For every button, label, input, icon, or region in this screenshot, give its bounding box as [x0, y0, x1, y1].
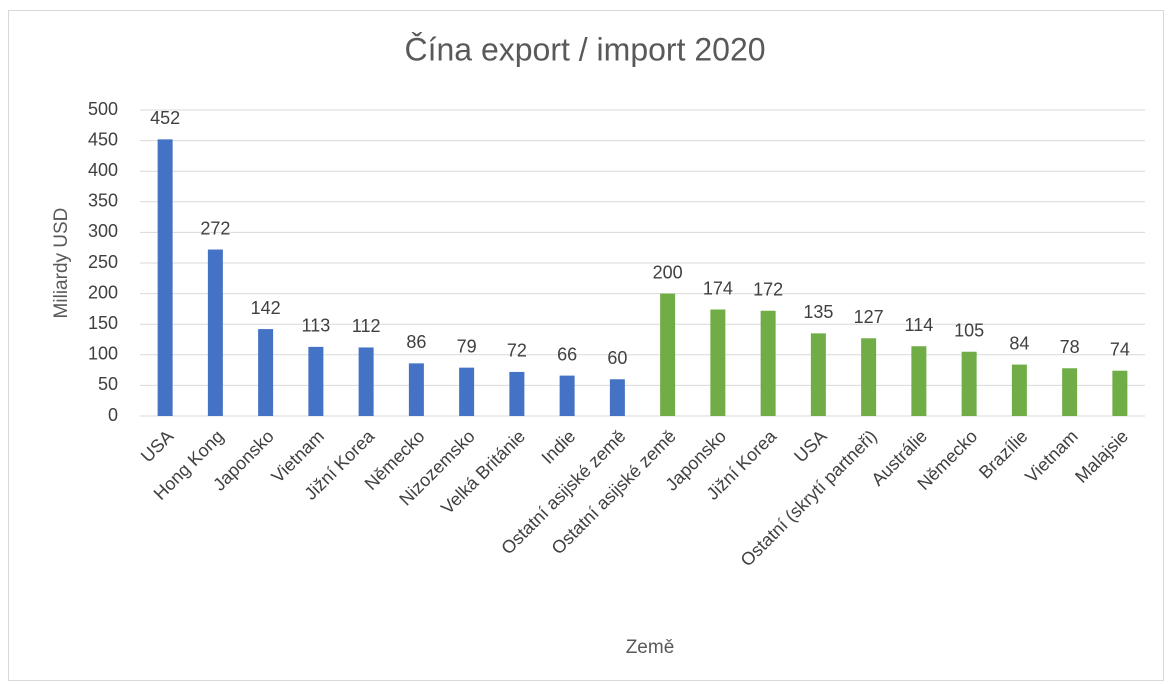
bar: [559, 375, 575, 416]
bar: [1011, 364, 1027, 416]
y-tick-label: 400: [88, 160, 118, 180]
data-label: 113: [302, 316, 331, 336]
bar: [810, 333, 826, 416]
y-tick-label: 350: [88, 191, 118, 211]
bar: [459, 367, 475, 416]
bar: [509, 371, 525, 416]
data-label: 135: [803, 302, 833, 322]
chart-frame: [8, 10, 1164, 681]
y-tick-label: 150: [88, 313, 118, 333]
data-label: 84: [1009, 333, 1029, 353]
y-tick-label: 500: [88, 99, 118, 119]
data-label: 114: [905, 315, 934, 335]
bar: [609, 379, 625, 416]
y-tick-label: 100: [88, 344, 118, 364]
data-label: 174: [703, 278, 733, 298]
y-tick-label: 300: [88, 221, 118, 241]
data-label: 105: [954, 320, 984, 340]
data-label: 60: [607, 348, 627, 368]
data-label: 72: [507, 341, 527, 361]
data-label: 79: [457, 336, 477, 356]
bar: [710, 309, 726, 416]
data-label: 452: [150, 108, 180, 128]
data-label: 112: [352, 316, 381, 336]
bar: [911, 346, 927, 416]
bar: [308, 346, 324, 416]
y-tick-label: 50: [98, 374, 118, 394]
data-label: 142: [251, 298, 281, 318]
y-tick-label: 450: [88, 129, 118, 149]
data-label: 127: [854, 307, 884, 327]
bar: [760, 310, 776, 416]
bar: [961, 351, 977, 416]
bar: [408, 363, 424, 416]
bar: [358, 347, 374, 416]
data-label: 200: [653, 262, 683, 282]
y-tick-label: 200: [88, 282, 118, 302]
data-label: 66: [557, 344, 577, 364]
bar: [157, 139, 173, 416]
bar: [1112, 370, 1128, 416]
data-label: 172: [753, 279, 783, 299]
bar: [207, 249, 223, 416]
data-label: 272: [200, 218, 230, 238]
y-tick-label: 0: [108, 405, 118, 425]
data-label: 74: [1110, 339, 1130, 359]
chart-title: Čína export / import 2020: [404, 31, 765, 67]
bar: [660, 293, 676, 416]
y-tick-label: 250: [88, 252, 118, 272]
bar: [1062, 368, 1078, 416]
bar: [861, 338, 877, 416]
data-label: 86: [406, 332, 426, 352]
bar: [258, 329, 274, 416]
y-axis-title: Miliardy USD: [51, 208, 72, 319]
data-label: 78: [1060, 337, 1080, 357]
x-axis-title: Země: [626, 637, 675, 658]
